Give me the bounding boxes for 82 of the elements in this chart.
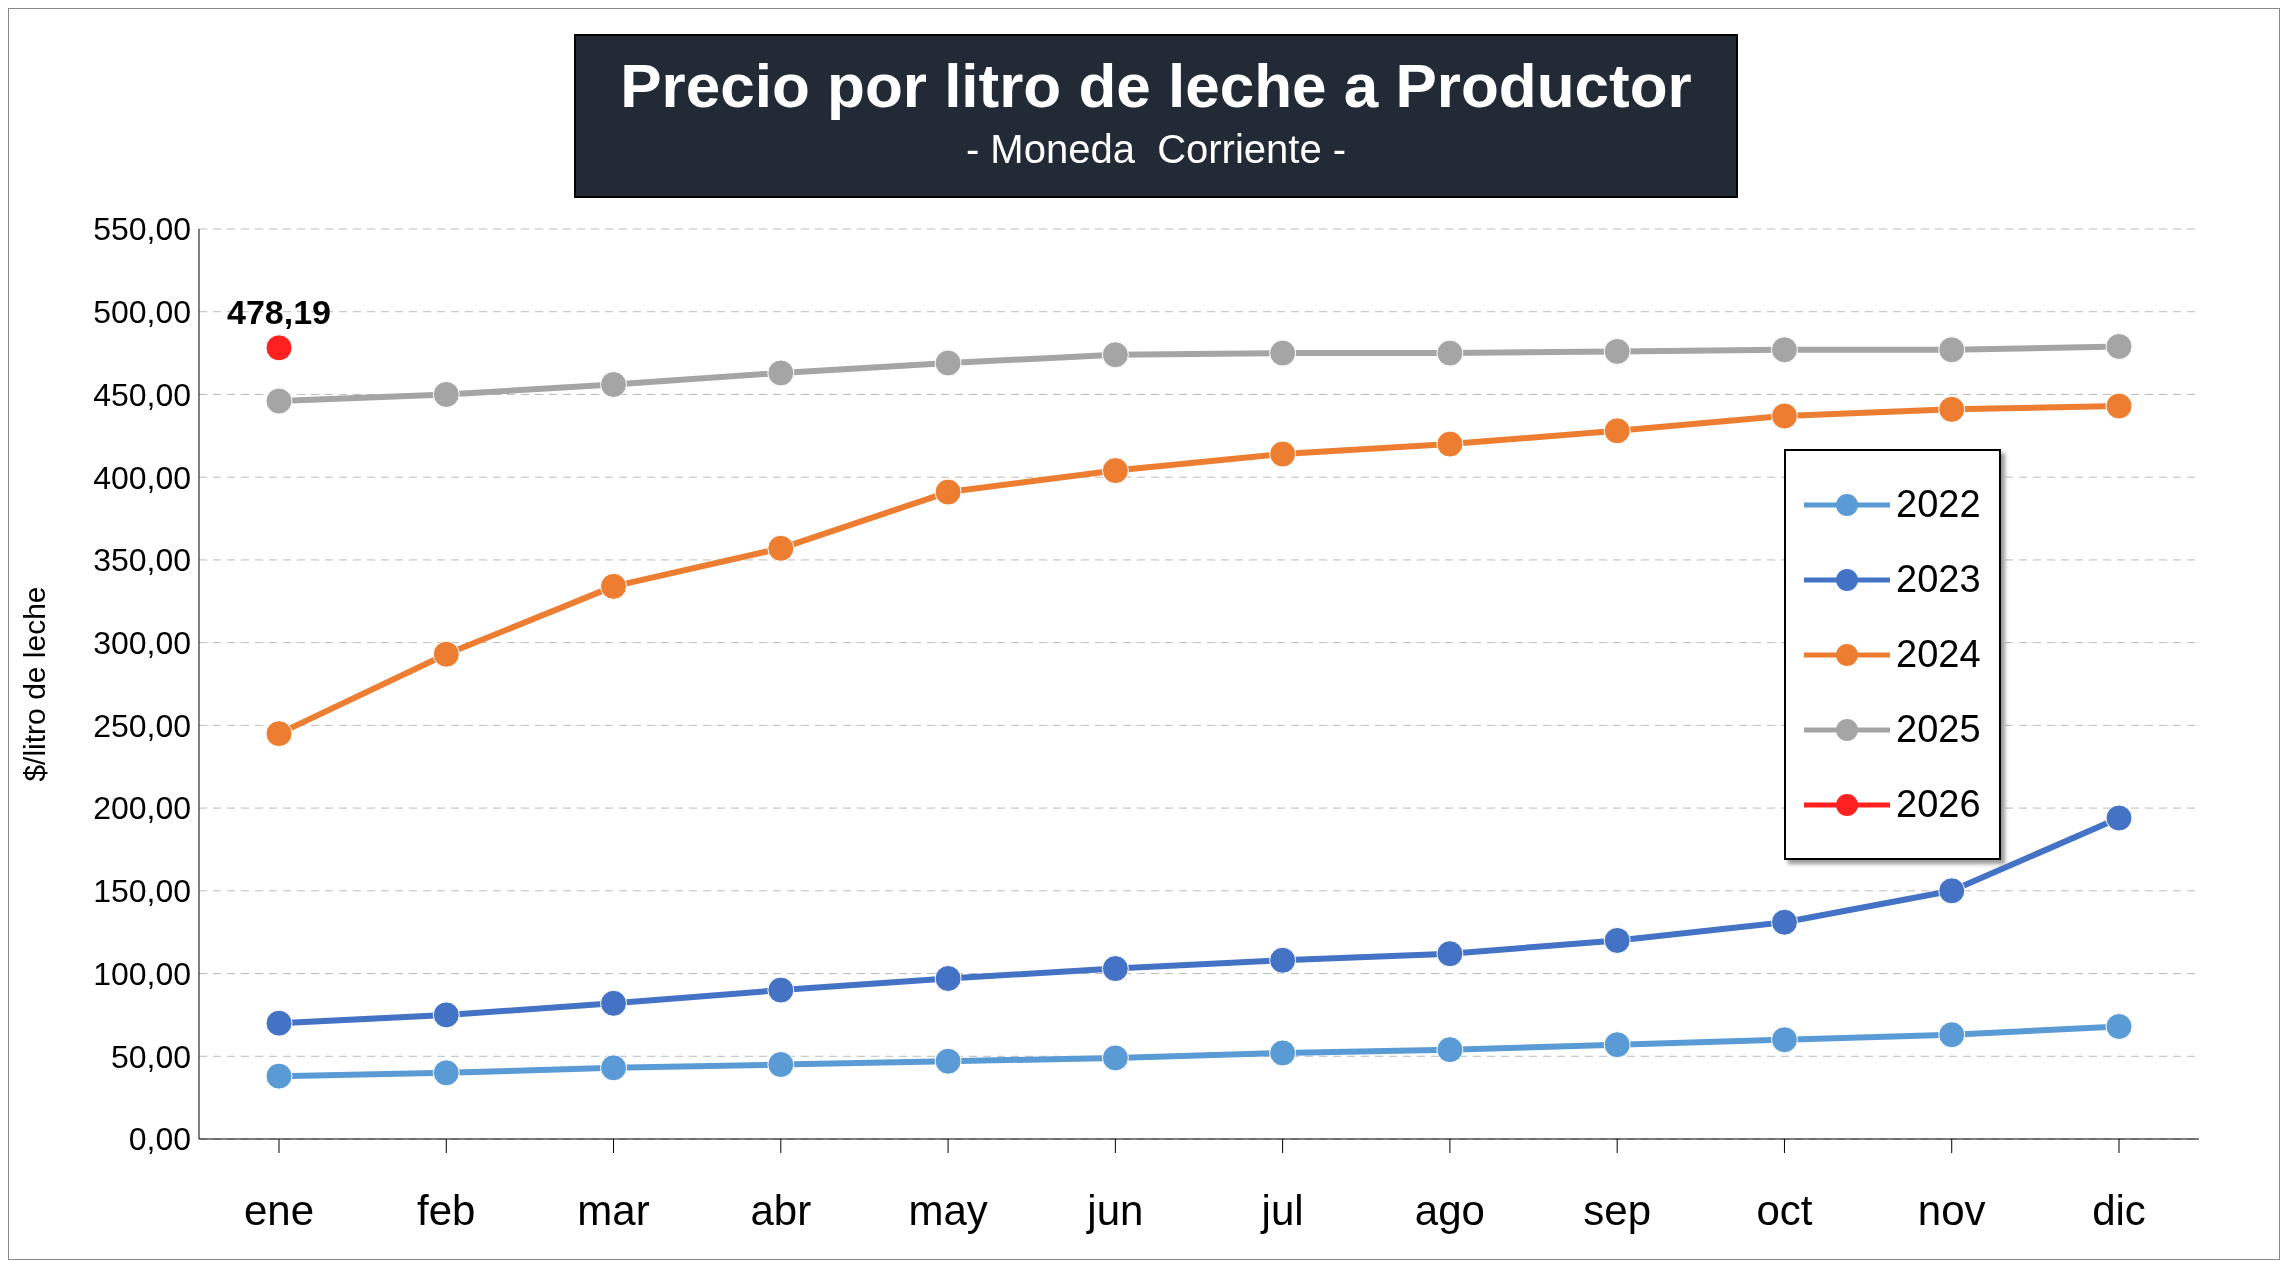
point [1436, 1036, 1464, 1064]
y-tick-label: 300,00 [93, 625, 191, 661]
y-tick-label: 200,00 [93, 790, 191, 827]
point [1436, 940, 1464, 968]
point [1770, 402, 1798, 430]
point [1436, 430, 1464, 458]
y-tick-label: 400,00 [93, 459, 191, 496]
point [600, 572, 628, 600]
data-label: 478,19 [227, 292, 331, 331]
point [934, 965, 962, 993]
y-tick-label: 250,00 [93, 707, 191, 744]
y-tick-label: 350,00 [93, 542, 191, 579]
y-tick-label: 50,00 [110, 1038, 191, 1075]
x-tick-label: jun [1085, 1186, 1144, 1234]
point [1770, 1026, 1798, 1054]
point [1269, 440, 1297, 468]
x-tick-label: ago [1414, 1186, 1485, 1234]
point [1603, 926, 1631, 954]
point [265, 720, 293, 748]
legend-label: 2025 [1896, 708, 1981, 751]
x-tick-label: nov [1917, 1186, 1986, 1234]
point [1603, 417, 1631, 445]
point [265, 387, 293, 415]
point [1938, 336, 1966, 364]
point [767, 1051, 795, 1079]
x-tick-label: dic [2092, 1186, 2146, 1234]
point [600, 371, 628, 399]
x-tick-label: ene [243, 1186, 315, 1234]
point [2105, 804, 2133, 832]
point [934, 1047, 962, 1075]
y-tick-label: 100,00 [93, 955, 191, 992]
y-tick-label: 0,00 [128, 1121, 191, 1158]
point [1770, 908, 1798, 936]
point [600, 1054, 628, 1082]
x-tick-label: may [908, 1186, 988, 1234]
point [432, 380, 460, 408]
y-tick-label: 450,00 [93, 376, 191, 413]
point [1938, 395, 1966, 423]
y-tick-label: 150,00 [93, 873, 191, 910]
y-tick-label: 550,00 [93, 211, 191, 248]
point [265, 334, 293, 362]
x-tick-label: mar [577, 1186, 650, 1234]
point [1269, 339, 1297, 367]
legend-label: 2022 [1896, 483, 1981, 526]
point [1603, 1031, 1631, 1059]
y-tick-label: 500,00 [93, 294, 191, 331]
point [265, 1062, 293, 1090]
point [1269, 1039, 1297, 1067]
legend-label: 2023 [1896, 558, 1981, 601]
point [1101, 1044, 1129, 1072]
x-tick-label: abr [750, 1186, 812, 1234]
point [1938, 877, 1966, 905]
point [1436, 339, 1464, 367]
x-tick-label: oct [1756, 1186, 1813, 1234]
point [934, 349, 962, 377]
x-tick-label: jul [1259, 1186, 1304, 1234]
point [1938, 1021, 1966, 1049]
point [1101, 341, 1129, 369]
point [767, 359, 795, 387]
point [432, 1059, 460, 1087]
x-tick-label: feb [417, 1186, 476, 1234]
legend-label: 2024 [1896, 633, 1981, 676]
legend-label: 2026 [1896, 783, 1981, 826]
point [1770, 336, 1798, 364]
point [265, 1009, 293, 1037]
x-tick-label: sep [1583, 1186, 1652, 1234]
point [1101, 457, 1129, 485]
point [767, 534, 795, 562]
point [432, 1001, 460, 1029]
point [2105, 1012, 2133, 1040]
chart-subtitle: - Moneda Corriente - [964, 127, 1348, 172]
point [1101, 955, 1129, 983]
point [2105, 392, 2133, 420]
point [1269, 946, 1297, 974]
point [1603, 337, 1631, 365]
point [2105, 332, 2133, 360]
chart-title: Precio por litro de leche a Productor [619, 50, 1693, 121]
point [600, 989, 628, 1017]
point [934, 478, 962, 506]
y-axis-title: $/litro de leche [17, 586, 51, 782]
point [432, 640, 460, 668]
point [767, 976, 795, 1004]
